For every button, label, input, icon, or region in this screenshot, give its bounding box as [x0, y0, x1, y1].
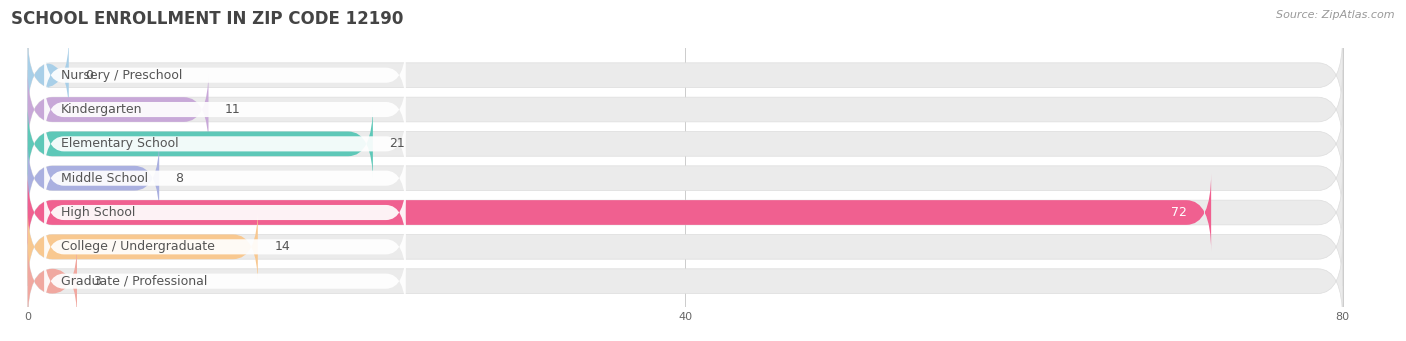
FancyBboxPatch shape	[28, 139, 159, 217]
FancyBboxPatch shape	[28, 208, 257, 286]
Text: Source: ZipAtlas.com: Source: ZipAtlas.com	[1277, 10, 1395, 20]
FancyBboxPatch shape	[28, 36, 1343, 114]
FancyBboxPatch shape	[28, 173, 1343, 252]
FancyBboxPatch shape	[28, 105, 373, 183]
FancyBboxPatch shape	[28, 70, 1343, 149]
FancyBboxPatch shape	[44, 213, 406, 280]
FancyBboxPatch shape	[28, 242, 1343, 320]
Text: 21: 21	[389, 137, 405, 150]
Text: 0: 0	[86, 69, 93, 82]
Text: Nursery / Preschool: Nursery / Preschool	[60, 69, 181, 82]
Text: 14: 14	[274, 240, 290, 253]
FancyBboxPatch shape	[28, 242, 77, 320]
Text: Elementary School: Elementary School	[60, 137, 179, 150]
Text: 72: 72	[1171, 206, 1187, 219]
FancyBboxPatch shape	[28, 139, 1343, 217]
FancyBboxPatch shape	[44, 145, 406, 212]
FancyBboxPatch shape	[44, 110, 406, 178]
FancyBboxPatch shape	[28, 173, 1211, 252]
FancyBboxPatch shape	[28, 208, 1343, 286]
FancyBboxPatch shape	[44, 42, 406, 109]
Text: Kindergarten: Kindergarten	[60, 103, 142, 116]
Text: College / Undergraduate: College / Undergraduate	[60, 240, 215, 253]
Text: Graduate / Professional: Graduate / Professional	[60, 275, 207, 288]
FancyBboxPatch shape	[28, 70, 208, 149]
FancyBboxPatch shape	[28, 105, 1343, 183]
Text: 8: 8	[176, 172, 184, 185]
Text: High School: High School	[60, 206, 135, 219]
Text: 11: 11	[225, 103, 240, 116]
FancyBboxPatch shape	[44, 248, 406, 315]
FancyBboxPatch shape	[44, 76, 406, 143]
Text: SCHOOL ENROLLMENT IN ZIP CODE 12190: SCHOOL ENROLLMENT IN ZIP CODE 12190	[11, 10, 404, 28]
FancyBboxPatch shape	[44, 179, 406, 246]
FancyBboxPatch shape	[28, 36, 69, 114]
Text: Middle School: Middle School	[60, 172, 148, 185]
Text: 3: 3	[93, 275, 101, 288]
